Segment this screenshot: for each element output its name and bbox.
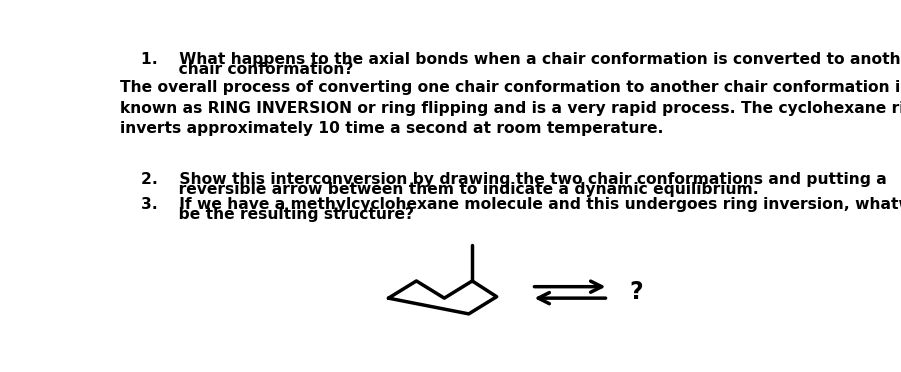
Text: chair conformation?: chair conformation? (141, 62, 353, 77)
Text: 3.    If we have a methylcyclohexane molecule and this undergoes ring inversion,: 3. If we have a methylcyclohexane molecu… (141, 197, 901, 212)
Text: 1.    What happens to the axial bonds when a chair conformation is converted to : 1. What happens to the axial bonds when … (141, 52, 901, 67)
Text: reversible arrow between them to indicate a dynamic equilibrium.: reversible arrow between them to indicat… (141, 182, 759, 197)
Text: ?: ? (629, 280, 643, 304)
Text: be the resulting structure?: be the resulting structure? (141, 207, 414, 222)
Text: The overall process of converting one chair conformation to another chair confor: The overall process of converting one ch… (120, 80, 901, 136)
Text: 2.    Show this interconversion by drawing the two chair conformations and putti: 2. Show this interconversion by drawing … (141, 172, 887, 187)
